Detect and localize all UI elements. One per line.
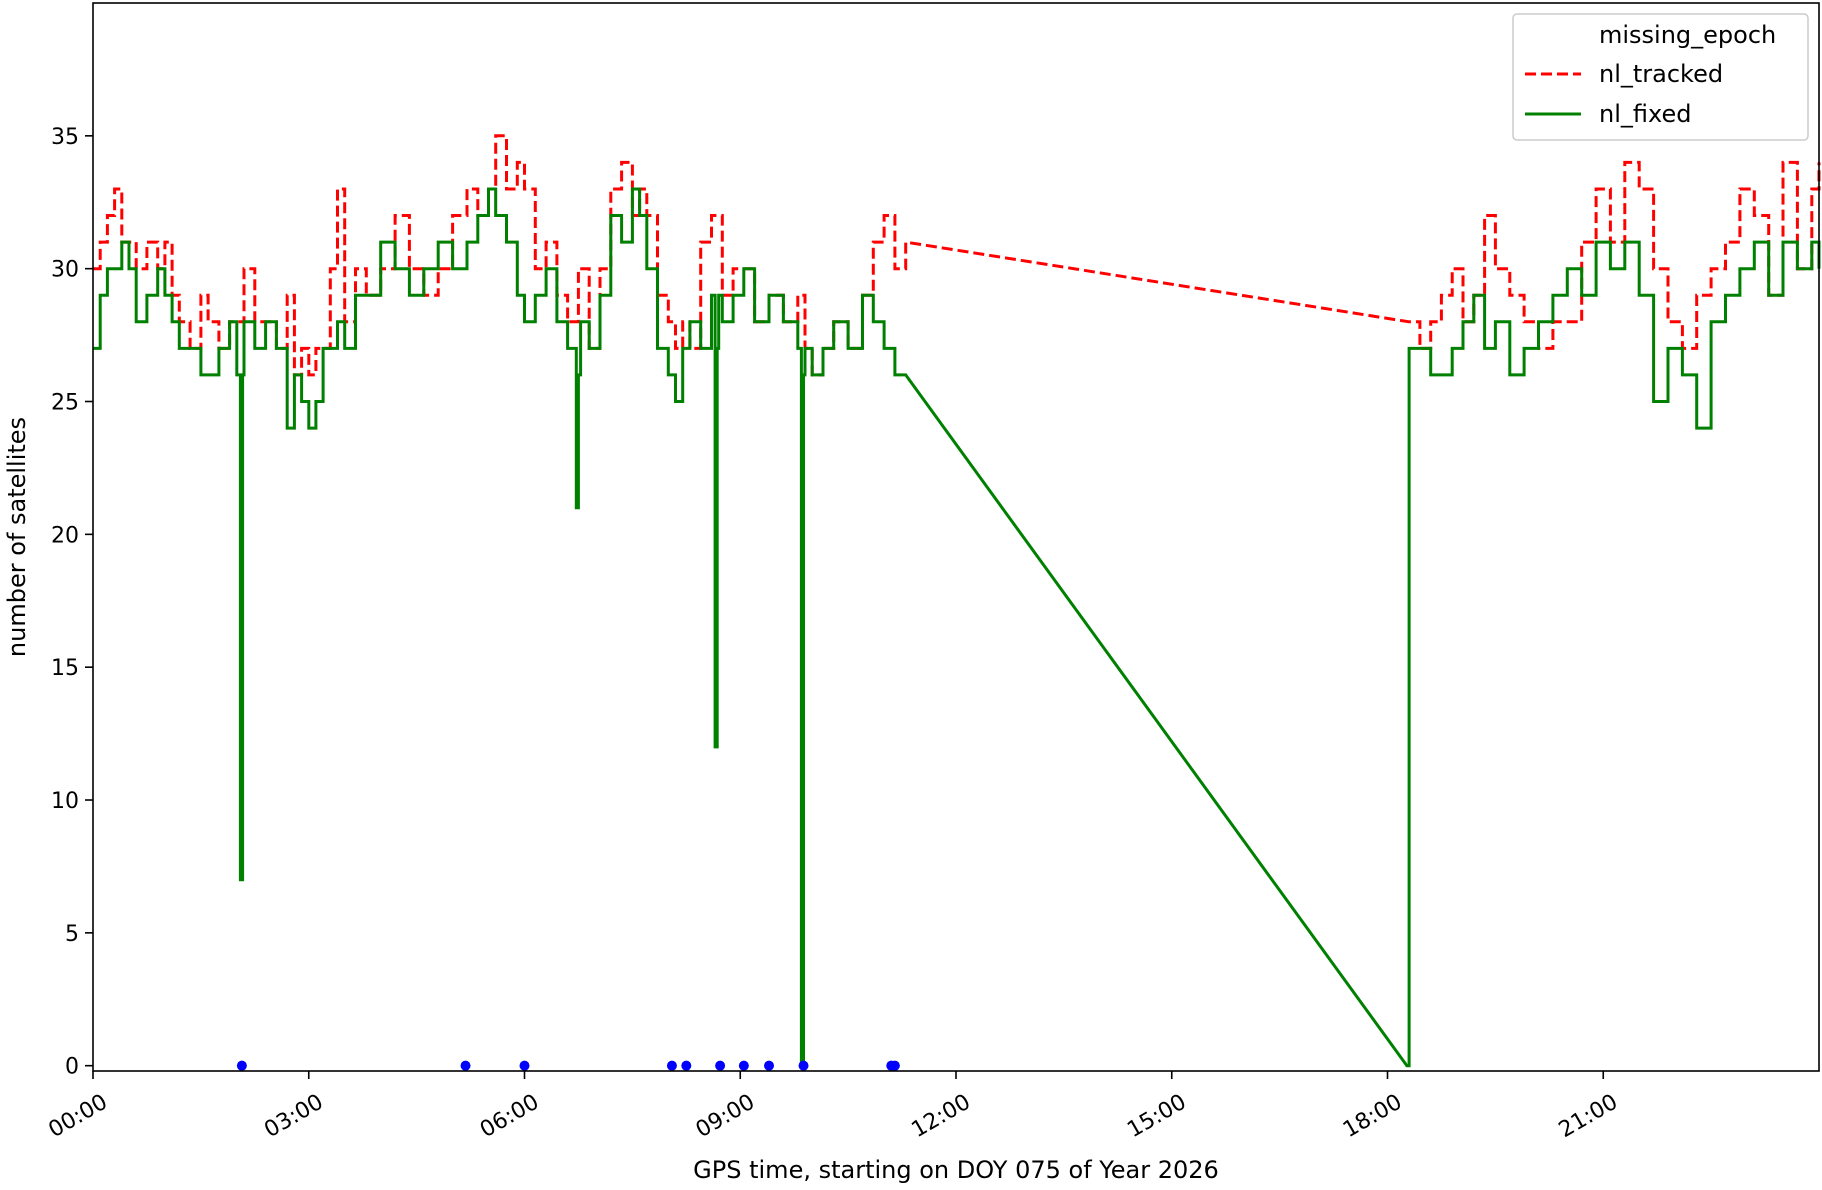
missing-epoch-point xyxy=(460,1060,471,1071)
y-tick-label: 25 xyxy=(51,391,79,416)
missing-epoch-point xyxy=(681,1060,692,1071)
plot-frame xyxy=(92,2,1820,1072)
x-tick-label: 03:00 xyxy=(260,1090,327,1143)
y-axis-ticks: 0 5 10 15 20 25 30 35 xyxy=(51,125,93,1080)
legend-nl-tracked-label: nl_tracked xyxy=(1599,60,1723,88)
x-tick-label: 06:00 xyxy=(476,1090,543,1143)
missing-epoch-point xyxy=(764,1060,775,1071)
y-axis-label: number of satellites xyxy=(3,417,31,657)
nl-fixed-line xyxy=(93,187,1821,1068)
series-layer xyxy=(93,134,1821,1071)
x-tick-label: 00:00 xyxy=(44,1090,111,1143)
y-tick-label: 5 xyxy=(65,922,79,947)
missing-epoch-point xyxy=(666,1060,677,1071)
x-axis-ticks: 00:00 03:00 06:00 09:00 12:00 15:00 18:00 21:00 xyxy=(44,1071,1622,1143)
y-tick-label: 10 xyxy=(51,789,79,814)
y-tick-label: 30 xyxy=(51,258,79,283)
x-tick-label: 21:00 xyxy=(1555,1090,1622,1143)
x-tick-label: 09:00 xyxy=(692,1090,759,1143)
missing-epoch-point xyxy=(798,1060,809,1071)
x-tick-label: 15:00 xyxy=(1123,1090,1190,1143)
nl-tracked-line xyxy=(93,134,1821,377)
x-axis-label: GPS time, starting on DOY 075 of Year 20… xyxy=(693,1156,1219,1184)
legend-missing-epoch-label: missing_epoch xyxy=(1599,21,1776,49)
legend-nl-fixed-label: nl_fixed xyxy=(1599,100,1691,128)
y-tick-label: 15 xyxy=(51,656,79,681)
legend-box xyxy=(1512,13,1809,141)
missing-epoch-point xyxy=(889,1060,900,1071)
missing-epoch-point xyxy=(236,1060,247,1071)
x-tick-label: 12:00 xyxy=(907,1090,974,1143)
legend: missing_epoch nl_tracked nl_fixed xyxy=(1512,13,1809,141)
y-tick-label: 20 xyxy=(51,523,79,548)
x-tick-label: 18:00 xyxy=(1339,1090,1406,1143)
missing-epoch-point xyxy=(519,1060,530,1071)
y-tick-label: 0 xyxy=(65,1055,79,1080)
y-tick-label: 35 xyxy=(51,125,79,150)
missing-epoch-markers xyxy=(236,1060,900,1071)
missing-epoch-point xyxy=(738,1060,749,1071)
missing-epoch-point xyxy=(715,1060,726,1071)
